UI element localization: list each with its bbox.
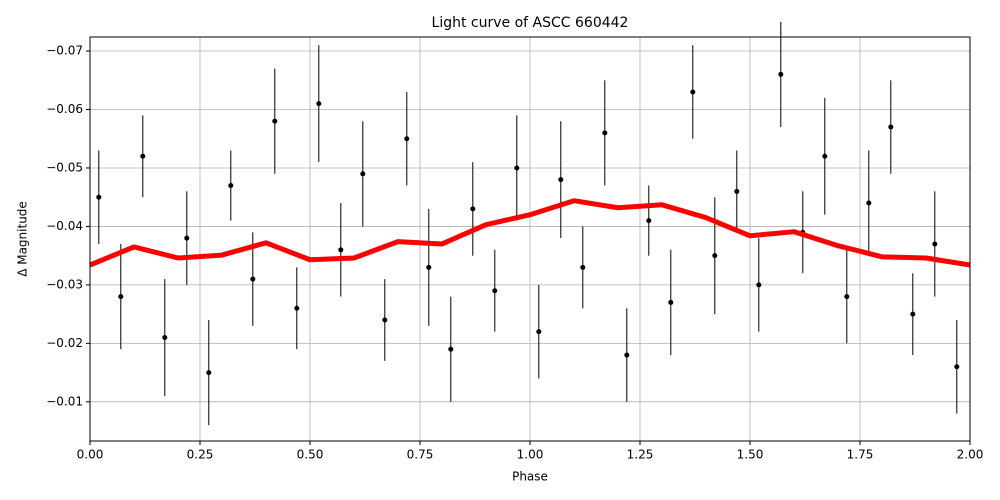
data-point bbox=[558, 177, 564, 183]
x-tick-label: 0.50 bbox=[297, 448, 324, 462]
y-tick-label: −0.01 bbox=[46, 394, 83, 408]
data-point bbox=[272, 118, 278, 124]
y-axis-label: Δ Magnitude bbox=[16, 201, 30, 277]
data-point bbox=[624, 352, 630, 358]
data-point bbox=[184, 235, 190, 241]
data-point bbox=[734, 188, 740, 194]
x-tick-label: 1.25 bbox=[627, 448, 654, 462]
data-point bbox=[646, 218, 652, 224]
data-point bbox=[470, 206, 476, 212]
data-point bbox=[338, 247, 344, 253]
data-point bbox=[426, 264, 432, 270]
x-tick-label: 1.00 bbox=[517, 448, 544, 462]
data-point bbox=[712, 253, 718, 259]
x-tick-label: 0.00 bbox=[77, 448, 104, 462]
y-tick-label: −0.05 bbox=[46, 160, 83, 174]
data-point bbox=[778, 71, 784, 77]
x-axis-label: Phase bbox=[512, 470, 548, 484]
data-point bbox=[844, 294, 850, 300]
data-point bbox=[228, 183, 234, 189]
x-tick-label: 2.00 bbox=[957, 448, 984, 462]
data-point bbox=[954, 364, 960, 370]
data-point bbox=[250, 276, 256, 282]
data-point bbox=[448, 346, 454, 352]
data-point bbox=[382, 317, 388, 323]
data-point bbox=[96, 194, 102, 200]
data-point bbox=[404, 136, 410, 142]
x-tick-label: 0.25 bbox=[187, 448, 214, 462]
data-point bbox=[162, 335, 168, 341]
plot-frame bbox=[89, 36, 971, 442]
x-tick-label: 1.75 bbox=[847, 448, 874, 462]
y-tick-label: −0.07 bbox=[46, 44, 83, 58]
y-tick-label: −0.02 bbox=[46, 336, 83, 350]
trend-line bbox=[89, 198, 971, 268]
y-tick-label: −0.06 bbox=[46, 102, 83, 116]
data-point bbox=[580, 264, 586, 270]
data-point bbox=[360, 171, 366, 177]
data-point bbox=[316, 101, 322, 107]
data-point bbox=[294, 305, 300, 311]
data-point bbox=[668, 299, 674, 305]
data-point bbox=[602, 130, 608, 136]
data-point bbox=[118, 294, 124, 300]
data-point bbox=[866, 200, 872, 206]
data-point bbox=[690, 89, 696, 95]
x-tick-label: 0.75 bbox=[407, 448, 434, 462]
data-point bbox=[206, 370, 212, 376]
data-point bbox=[888, 124, 894, 130]
data-point bbox=[910, 311, 916, 317]
data-point bbox=[822, 153, 828, 159]
y-tick-label: −0.03 bbox=[46, 277, 83, 291]
data-point bbox=[140, 153, 146, 159]
data-point bbox=[932, 241, 938, 247]
x-tick-label: 1.50 bbox=[737, 448, 764, 462]
chart-title: Light curve of ASCC 660442 bbox=[432, 15, 629, 31]
data-point bbox=[756, 282, 762, 288]
y-tick-label: −0.04 bbox=[46, 219, 83, 233]
data-point bbox=[514, 165, 520, 171]
data-point bbox=[492, 288, 498, 294]
data-point bbox=[536, 329, 542, 335]
